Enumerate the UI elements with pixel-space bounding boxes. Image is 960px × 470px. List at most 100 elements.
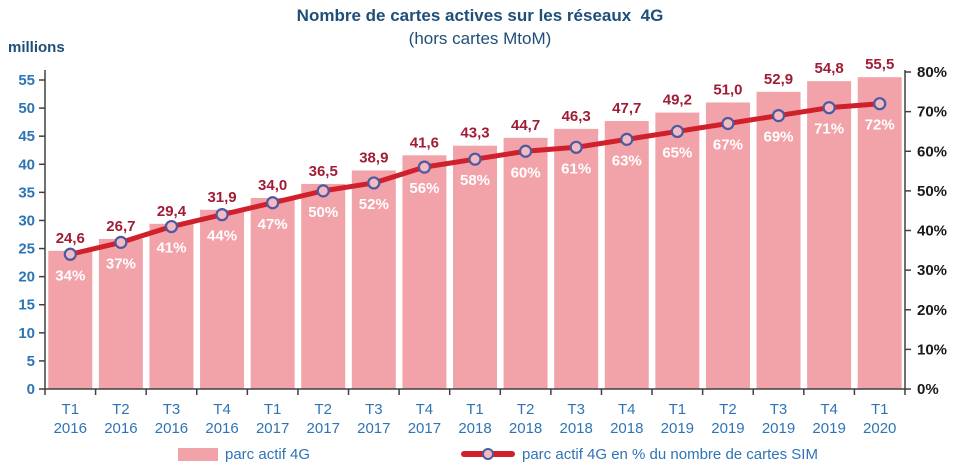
line-marker (620, 132, 634, 146)
left-axis-tick-label: 5 (27, 353, 35, 370)
line-percent-label: 61% (561, 160, 591, 177)
left-axis-tick-label: 15 (18, 297, 35, 314)
line-percent-label: 69% (764, 129, 794, 146)
x-axis-label-quarter: T3 (770, 401, 788, 418)
line-marker (518, 144, 533, 158)
x-axis-label-quarter: T4 (820, 401, 838, 418)
x-axis-label-quarter: T2 (314, 401, 332, 418)
bar-parc-actif-4g (807, 81, 852, 390)
right-axis-tick-label: 50% (917, 183, 947, 200)
line-percent-label: 63% (612, 152, 642, 169)
line-marker (63, 247, 77, 261)
left-axis-tick-label: 25 (18, 241, 35, 258)
right-axis-tick-label: 30% (917, 262, 947, 279)
x-axis-label-quarter: T4 (618, 401, 636, 418)
x-axis-label-quarter: T1 (62, 401, 80, 418)
x-axis-label-quarter: T1 (264, 401, 282, 418)
chart-subtitle: (hors cartes MtoM) (408, 29, 552, 48)
right-axis-tick-label: 10% (917, 341, 947, 358)
line-percent-label: 47% (258, 216, 288, 233)
x-axis-label-quarter: T3 (365, 401, 383, 418)
line-percent-label: 44% (207, 228, 237, 245)
line-percent-label: 67% (713, 137, 743, 154)
x-axis-label-year: 2017 (357, 420, 390, 437)
x-axis-label-year: 2019 (812, 420, 845, 437)
bar-parc-actif-4g (857, 77, 902, 389)
x-axis-label-quarter: T1 (669, 401, 687, 418)
line-marker (569, 140, 583, 154)
chart-title: Nombre de cartes actives sur les réseaux… (296, 6, 664, 25)
x-axis-label-year: 2019 (762, 420, 795, 437)
bar-parc-actif-4g (604, 121, 649, 389)
legend-line-label: parc actif 4G en % du nombre de cartes S… (522, 445, 818, 463)
bar-value-label: 49,2 (663, 92, 692, 109)
line-percent-label: 72% (865, 117, 895, 134)
bar-parc-actif-4g (149, 223, 194, 389)
bar-parc-actif-4g (351, 170, 396, 389)
x-axis-label-quarter: T2 (112, 401, 130, 418)
left-axis-tick-label: 10 (18, 325, 35, 342)
line-percent-label: 52% (359, 196, 389, 213)
bar-parc-actif-4g (250, 197, 295, 389)
bar-value-label: 41,6 (410, 134, 439, 151)
line-marker (822, 101, 836, 115)
left-axis-tick-label: 30 (18, 212, 35, 229)
bar-parc-actif-4g (98, 238, 143, 389)
bar-value-label: 38,9 (359, 149, 388, 166)
line-marker (114, 235, 128, 249)
line-marker (164, 219, 179, 234)
bar-parc-actif-4g (756, 91, 801, 389)
bar-value-label: 26,7 (106, 218, 135, 235)
right-axis-tick-label: 60% (917, 143, 947, 160)
x-axis-label-year: 2017 (256, 420, 289, 437)
x-axis-label-year: 2017 (307, 420, 340, 437)
line-series-swatch (461, 448, 515, 460)
bar-parc-actif-4g (301, 183, 346, 389)
x-axis-label-year: 2018 (458, 420, 491, 437)
x-axis-label-year: 2018 (509, 420, 542, 437)
line-marker (873, 97, 887, 111)
bar-parc-actif-4g (705, 102, 750, 390)
line-marker (316, 184, 330, 198)
x-axis-label-year: 2019 (711, 420, 744, 437)
bar-value-label: 51,0 (713, 81, 742, 98)
x-axis-label-year: 2017 (408, 420, 441, 437)
x-axis-label-year: 2020 (863, 420, 896, 437)
bar-value-label: 44,7 (511, 117, 540, 134)
x-axis-label-quarter: T3 (163, 401, 181, 418)
line-percent-label: 56% (409, 180, 439, 197)
line-percent-label: 37% (106, 255, 136, 272)
bar-parc-actif-4g (503, 137, 548, 389)
bar-value-label: 36,5 (309, 163, 338, 180)
x-axis-label-quarter: T4 (213, 401, 231, 418)
bar-value-label: 31,9 (207, 189, 236, 206)
x-axis-label-quarter: T1 (466, 401, 484, 418)
x-axis-label-year: 2019 (661, 420, 694, 437)
bar-value-label: 29,4 (157, 203, 187, 220)
legend-item-line: parc actif 4G en % du nombre de cartes S… (461, 444, 818, 464)
bar-parc-actif-4g (655, 112, 700, 390)
line-marker (771, 108, 786, 123)
left-axis-tick-label: 40 (18, 156, 35, 173)
legend-item-bar: parc actif 4G (178, 444, 310, 464)
bar-value-label: 34,0 (258, 177, 287, 194)
left-axis-tick-label: 45 (18, 128, 35, 145)
x-axis-label-year: 2016 (104, 420, 137, 437)
left-axis-tick-label: 0 (27, 381, 35, 398)
x-axis-label-year: 2018 (559, 420, 592, 437)
bar-series-swatch (178, 447, 218, 461)
line-marker (367, 176, 381, 190)
line-marker-dot-icon (482, 448, 494, 460)
left-axis-tick-label: 35 (18, 184, 35, 201)
right-axis-tick-label: 0% (917, 381, 939, 398)
x-axis-label-quarter: T4 (416, 401, 434, 418)
line-percent-label: 58% (460, 172, 490, 189)
x-axis-label-year: 2016 (205, 420, 238, 437)
line-marker (215, 208, 229, 222)
bar-value-label: 52,9 (764, 71, 793, 88)
bar-parc-actif-4g (453, 145, 497, 389)
left-axis-tick-label: 50 (18, 100, 35, 117)
bar-value-label: 47,7 (612, 100, 641, 117)
